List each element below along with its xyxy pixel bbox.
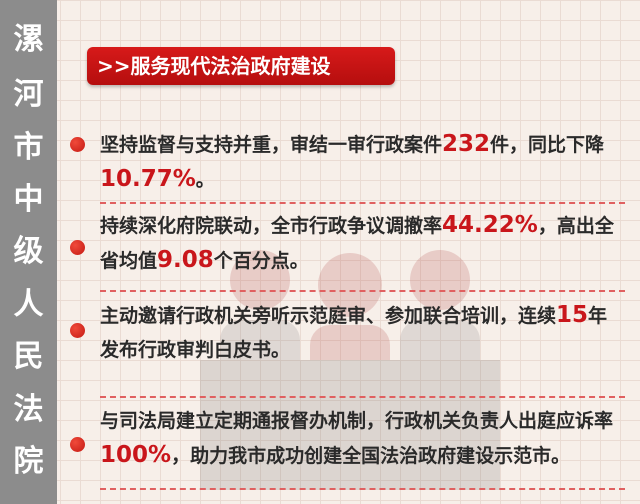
sidebar-char: 市	[13, 130, 44, 165]
section-banner: >>服务现代法治政府建设	[87, 47, 395, 85]
sidebar-char: 中	[13, 182, 44, 217]
sidebar-char: 法	[13, 392, 44, 427]
sidebar-char: 民	[13, 339, 44, 374]
sidebar-char: 级	[13, 234, 44, 269]
bullet-dot	[70, 323, 85, 338]
list-item: 持续深化府院联动，全市行政争议调撤率44.22%，高出全省均值9.08个百分点。	[100, 212, 614, 273]
faded-header-decoration	[220, 0, 500, 10]
sidebar-court-name: 漯 河 市 中 级 人 民 法 院	[0, 0, 57, 504]
judges-illustration	[200, 250, 500, 490]
divider	[100, 202, 625, 204]
divider	[100, 396, 625, 398]
bullet-dot	[70, 437, 85, 452]
bullet-dot	[70, 240, 85, 255]
list-item: 与司法局建立定期通报督办机制，行政机关负责人出庭应诉率100%，助力我市成功创建…	[100, 410, 614, 468]
bullet-dot	[70, 137, 85, 152]
sidebar-char: 河	[13, 77, 44, 112]
divider	[100, 290, 625, 292]
sidebar-char: 院	[13, 444, 44, 479]
list-item: 主动邀请行政机关旁听示范庭审、参加联合培训，连续15年发布行政审判白皮书。	[100, 302, 608, 361]
list-item: 坚持监督与支持并重，审结一审行政案件232件，同比下降10.77%。	[100, 131, 605, 192]
sidebar-char: 人	[13, 287, 44, 322]
divider	[100, 488, 625, 490]
sidebar-char: 漯	[13, 22, 44, 57]
